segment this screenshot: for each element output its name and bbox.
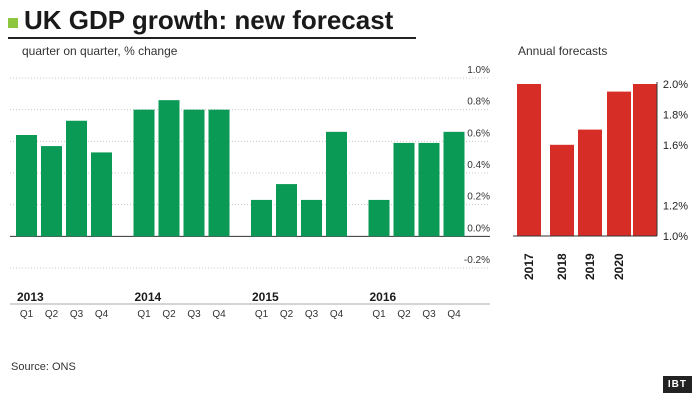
y-tick-label: -0.2%	[464, 255, 490, 266]
quarterly-bar	[158, 100, 180, 237]
quarterly-bar	[276, 184, 297, 237]
quarterly-bar	[208, 109, 230, 237]
quarterly-growth-chart: -0.2% 0.0% 0.2% 0.4% 0.6% 0.8% 1.0% 2013 Q1 Q2 Q3 Q…	[10, 65, 490, 320]
quarterly-bar	[91, 152, 112, 237]
annual-bar-extra	[633, 84, 657, 236]
y-tick-label: 0.8%	[467, 97, 490, 108]
quarter-tick-label: Q1	[372, 309, 386, 320]
quarter-tick-label: Q3	[422, 309, 436, 320]
quarterly-bar	[133, 109, 155, 237]
ibt-logo: IBT	[662, 376, 692, 393]
annual-bar	[550, 144, 574, 236]
year-group-label: 2014	[135, 290, 162, 304]
year-group-label: 2016	[370, 290, 397, 304]
quarterly-bar	[418, 142, 440, 237]
annual-year-label: 2020	[612, 253, 626, 280]
page-title: UK GDP growth: new forecast	[24, 5, 394, 35]
chart-subtitle: quarter on quarter, % change	[22, 44, 178, 58]
quarter-tick-label: Q3	[305, 309, 319, 320]
quarterly-bar	[368, 199, 390, 237]
quarter-tick-label: Q2	[45, 309, 59, 320]
quarterly-bar	[301, 199, 322, 237]
quarterly-bar	[326, 131, 347, 237]
annual-y-tick-label: 1.6%	[663, 140, 688, 152]
annual-chart-title: Annual forecasts	[518, 44, 608, 58]
quarterly-bar	[66, 120, 87, 237]
annual-forecast-chart: 1.0% 1.2% 1.6% 1.8% 2.0% 2017 2018 2019 2020	[513, 79, 688, 280]
annual-y-tick-label: 1.2%	[663, 201, 688, 213]
quarter-tick-label: Q2	[162, 309, 176, 320]
source-note: Source: ONS	[11, 361, 76, 373]
quarterly-bar	[16, 135, 37, 237]
quarter-tick-label: Q1	[137, 309, 151, 320]
quarter-tick-label: Q4	[95, 309, 109, 320]
annual-bar	[578, 129, 602, 236]
quarterly-bar	[251, 199, 272, 237]
annual-y-tick-label: 2.0%	[663, 79, 688, 91]
quarter-tick-label: Q1	[20, 309, 34, 320]
quarterly-bar	[41, 146, 62, 237]
annual-bar	[517, 84, 541, 236]
y-tick-label: 0.2%	[467, 192, 490, 203]
annual-year-label: 2017	[522, 253, 536, 280]
quarterly-bar	[183, 109, 205, 237]
annual-y-tick-label: 1.8%	[663, 109, 688, 121]
y-tick-label: 0.4%	[467, 160, 490, 171]
quarter-tick-label: Q1	[255, 309, 269, 320]
title-accent-square	[8, 18, 18, 28]
y-tick-label: 1.0%	[467, 65, 490, 76]
y-tick-label: 0.0%	[467, 223, 490, 234]
quarterly-bar	[443, 131, 465, 237]
quarter-tick-label: Q3	[70, 309, 84, 320]
year-group-label: 2015	[252, 290, 279, 304]
quarter-tick-label: Q3	[187, 309, 201, 320]
title-underline	[8, 37, 416, 39]
annual-year-label: 2018	[555, 253, 569, 280]
quarter-tick-label: Q2	[397, 309, 411, 320]
quarter-tick-label: Q2	[280, 309, 294, 320]
quarter-tick-label: Q4	[212, 309, 226, 320]
year-group-label: 2013	[17, 290, 44, 304]
title-block: UK GDP growth: new forecast	[8, 6, 416, 39]
quarter-tick-label: Q4	[330, 309, 344, 320]
annual-bar	[607, 91, 631, 236]
y-tick-label: 0.6%	[467, 128, 490, 139]
quarter-tick-label: Q4	[447, 309, 461, 320]
annual-y-tick-label: 1.0%	[663, 231, 688, 243]
quarterly-bar	[393, 142, 415, 237]
annual-year-label: 2019	[583, 253, 597, 280]
